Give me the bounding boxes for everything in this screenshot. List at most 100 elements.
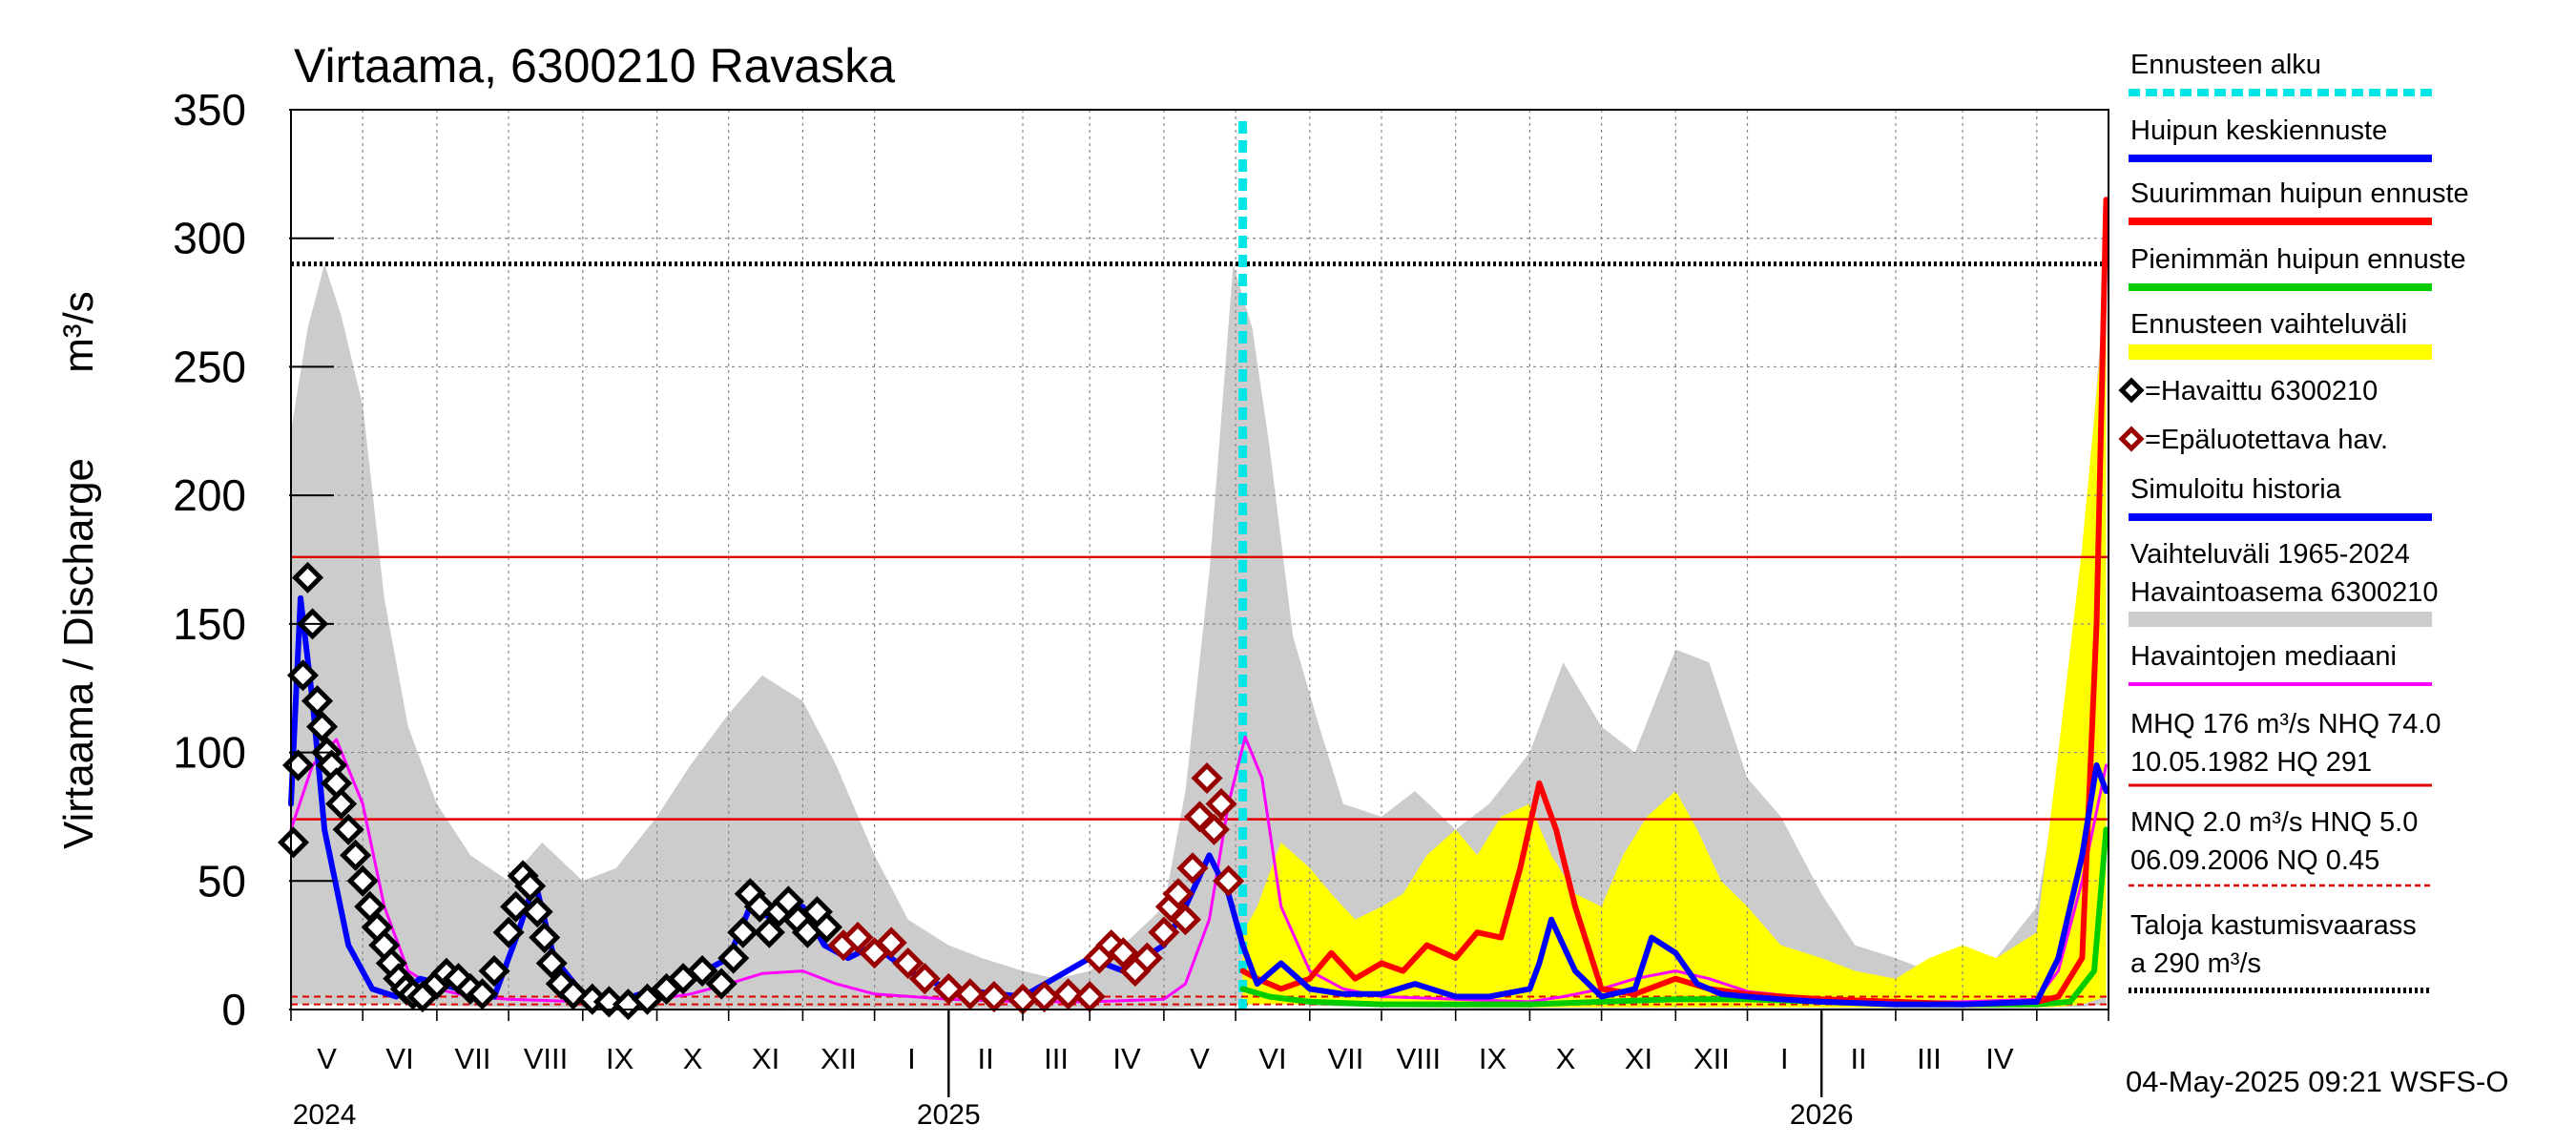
y-axis-label: Virtaama / Discharge bbox=[55, 458, 102, 849]
y-axis-unit: m³/s bbox=[55, 291, 102, 373]
unreliable-point bbox=[841, 922, 874, 954]
observed-point bbox=[466, 978, 499, 1010]
unreliable-point bbox=[1107, 937, 1139, 969]
x-month-label: XII bbox=[1693, 1042, 1730, 1075]
observed-point bbox=[810, 911, 843, 944]
x-month-label: II bbox=[1850, 1042, 1866, 1075]
unreliable-point bbox=[875, 926, 907, 959]
y-tick-label: 300 bbox=[173, 214, 246, 263]
legend-stats2-label: MNQ 2.0 m³/s HNQ 5.0 bbox=[2130, 807, 2418, 838]
x-month-label: V bbox=[317, 1042, 337, 1075]
observed-point bbox=[631, 983, 664, 1015]
observed-point bbox=[346, 864, 379, 897]
x-month-label: III bbox=[1917, 1042, 1942, 1075]
unreliable-point bbox=[1191, 761, 1223, 795]
unreliable-point bbox=[932, 972, 965, 1005]
y-tick-label: 0 bbox=[221, 985, 246, 1034]
observed-point bbox=[717, 942, 750, 974]
x-month-label: X bbox=[1556, 1042, 1576, 1075]
legend: Ennusteen alku Huipun keskiennuste Suurimm… bbox=[2118, 50, 2469, 993]
series-line-pienimm-n-huipun-ennuste bbox=[1239, 826, 2109, 1008]
plot-frame bbox=[290, 109, 2109, 1010]
legend-median-label: Havaintojen mediaani bbox=[2130, 641, 2397, 672]
y-tick-label: 50 bbox=[197, 856, 246, 906]
x-month-label: IV bbox=[1112, 1042, 1141, 1075]
observed-point bbox=[705, 968, 737, 1000]
unreliable-point bbox=[1213, 864, 1245, 897]
x-month-label: I bbox=[907, 1042, 916, 1075]
observed-point bbox=[292, 561, 324, 593]
x-month-label: IV bbox=[1985, 1042, 2014, 1075]
x-month-label: VII bbox=[455, 1042, 491, 1075]
x-month-label: VIII bbox=[1397, 1042, 1442, 1075]
legend-marker bbox=[2118, 377, 2145, 404]
x-year-label: 2026 bbox=[1790, 1099, 1854, 1131]
observed-point bbox=[332, 813, 364, 845]
observed-point bbox=[521, 896, 553, 928]
legend-range-label: Havaintoasema 6300210 bbox=[2130, 577, 2438, 608]
x-month-label: X bbox=[683, 1042, 703, 1075]
y-tick-label: 250 bbox=[173, 342, 246, 391]
observed-point bbox=[535, 947, 568, 980]
legend-flood-label: Taloja kastumisvaarass bbox=[2130, 910, 2417, 941]
x-month-label: IX bbox=[1479, 1042, 1507, 1075]
x-month-label: XII bbox=[821, 1042, 857, 1075]
unreliable-point bbox=[1148, 916, 1180, 948]
legend-stats1-label: MHQ 176 m³/s NHQ 74.0 bbox=[2130, 709, 2441, 739]
y-tick-label: 150 bbox=[173, 599, 246, 649]
legend-unreliable-label: =Epäluotettava hav. bbox=[2145, 425, 2388, 455]
unreliable-point bbox=[954, 978, 987, 1010]
x-month-label: VIII bbox=[524, 1042, 569, 1075]
x-month-label: VI bbox=[385, 1042, 413, 1075]
x-month-label: IX bbox=[606, 1042, 634, 1075]
observed-point bbox=[478, 955, 510, 988]
legend-min-forecast-label: Pienimmän huipun ennuste bbox=[2130, 244, 2465, 275]
legend-marker bbox=[2118, 426, 2145, 452]
range-bands bbox=[291, 263, 2107, 1009]
observed-point bbox=[325, 787, 358, 820]
legend-max-forecast-label: Suurimman huipun ennuste bbox=[2130, 178, 2469, 209]
legend-forecast-range-label: Ennusteen vaihteluväli bbox=[2130, 309, 2407, 340]
unreliable-point bbox=[908, 963, 941, 995]
unreliable-point bbox=[1198, 813, 1231, 845]
observed-point bbox=[492, 916, 525, 948]
observed-point bbox=[529, 922, 561, 954]
observed-point bbox=[286, 659, 320, 692]
observation-markers bbox=[277, 561, 1245, 1021]
observed-point bbox=[340, 839, 372, 871]
unreliable-point bbox=[1169, 904, 1201, 936]
observed-point bbox=[500, 890, 532, 923]
legend-stats1-label: 10.05.1982 HQ 291 bbox=[2130, 747, 2372, 778]
x-month-label: XI bbox=[752, 1042, 779, 1075]
observed-point bbox=[727, 916, 759, 948]
legend-observed-label: =Havaittu 6300210 bbox=[2145, 376, 2378, 406]
x-month-label: II bbox=[978, 1042, 994, 1075]
y-tick-label: 100 bbox=[173, 728, 246, 778]
unreliable-point bbox=[1162, 878, 1195, 910]
series-line-huipun-keskiennuste bbox=[1239, 762, 2109, 1008]
observed-point bbox=[277, 826, 310, 859]
observed-point bbox=[686, 955, 718, 988]
unreliable-point bbox=[1176, 852, 1209, 885]
historical-range-band bbox=[291, 263, 2107, 1009]
legend-simulated-label: Simuloitu historia bbox=[2130, 474, 2342, 505]
x-month-label: VII bbox=[1327, 1042, 1363, 1075]
observed-point bbox=[306, 711, 339, 743]
legend-range-label: Vaihteluväli 1965-2024 bbox=[2130, 539, 2410, 570]
timestamp-footer: 04-May-2025 09:21 WSFS-O bbox=[2126, 1065, 2508, 1098]
legend-mean-forecast-label: Huipun keskiennuste bbox=[2130, 115, 2387, 146]
unreliable-point bbox=[1205, 787, 1237, 820]
legend-forecast-start-label: Ennusteen alku bbox=[2130, 50, 2321, 80]
legend-stats2-label: 06.09.2006 NQ 0.45 bbox=[2130, 845, 2379, 876]
unreliable-point bbox=[892, 947, 924, 980]
y-tick-label: 350 bbox=[173, 85, 246, 135]
x-month-label: III bbox=[1044, 1042, 1069, 1075]
y-tick-label: 200 bbox=[173, 470, 246, 520]
x-month-label: VI bbox=[1258, 1042, 1286, 1075]
observed-point bbox=[281, 749, 315, 781]
x-month-label: I bbox=[1780, 1042, 1789, 1075]
x-month-label: XI bbox=[1625, 1042, 1652, 1075]
observed-point bbox=[592, 986, 625, 1018]
